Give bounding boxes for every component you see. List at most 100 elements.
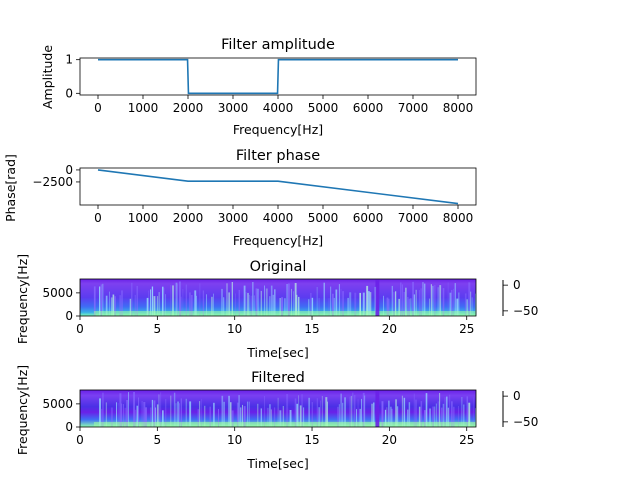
spectrogram-streak [110,407,113,427]
series-line [97,169,459,205]
spectrogram-streak [121,290,123,316]
spectrogram-streak [291,288,292,316]
spectrogram-streak [311,297,314,316]
spectrogram-streak [396,406,399,427]
spectrogram-streak [451,401,453,427]
spectrogram-streak [410,298,412,316]
spectrogram-streak [206,294,207,316]
y-tick-label: 0 [65,86,73,100]
spectrogram-streak [279,410,282,427]
x-tick-label: 0 [94,211,102,225]
spectrogram-streak [420,401,423,427]
spectrogram-streak [218,409,219,427]
spectrogram-streak [405,287,407,316]
x-tick-label: 25 [459,433,474,447]
spectrogram-streak [245,292,247,316]
spectrogram-streak [439,393,441,427]
filtered-axes-frame [79,389,477,428]
spectrogram-streak [388,298,390,316]
amplitude-series [98,58,458,95]
spectrogram-streak [323,282,325,316]
spectrogram-streak [264,396,265,427]
spectrogram-streak [318,407,320,427]
spectrogram-streak [458,292,460,316]
spectrogram-streak [117,403,119,427]
spectrogram-streak [289,410,292,427]
x-tick-label: 1000 [128,101,159,115]
spectrogram-streak [274,407,276,427]
spectrogram-streak [441,407,443,427]
spectrogram-streak [116,402,117,427]
spectrogram-streak [432,285,434,316]
colorbar-tick-label: −50 [513,415,538,429]
spectrogram-streak [102,392,104,427]
spectrogram-streak [160,392,162,427]
spectrogram-streak [221,288,223,316]
phase-title: Filter phase [236,148,320,164]
spectrogram-streak [308,299,310,316]
spectrogram-streak [338,404,340,427]
phase-x-ticks: 0 1000 2000 3000 4000 5000 6000 7000 8000 [94,205,473,225]
x-tick-label: 2000 [173,211,204,225]
x-tick-label: 6000 [353,211,384,225]
spectrogram-streak [447,407,449,427]
low-frequency-band [93,311,476,316]
spectrogram-streak [155,407,156,427]
spectrogram-streak [170,284,172,316]
spectrogram-streak [175,282,178,316]
spectrogram-streak [153,400,156,427]
spectrogram-streak [403,397,406,427]
spectrogram-streak [272,294,275,316]
amplitude-x-axis-label: Frequency[Hz] [233,122,323,137]
spectrogram-streak [213,402,215,427]
original-x-axis-label: Time[sec] [246,345,308,360]
spectrogram-streak [287,283,290,316]
spectrogram-streak [194,290,197,316]
x-tick-label: 0 [76,433,84,447]
spectrogram-streak [359,292,361,316]
x-tick-label: 25 [459,322,474,336]
spectrogram-streak [100,408,103,427]
spectrogram-streak [453,288,454,316]
spectrogram-streak [447,282,449,316]
quiet-region [375,390,380,427]
colorbar-tick-label: 0 [513,389,521,403]
spectrogram-streak [424,283,426,316]
spectrogram-streak [303,407,305,427]
spectrogram-streak [422,282,424,316]
x-tick-label: 6000 [353,101,384,115]
spectrogram-streak [299,405,302,427]
spectrogram-streak [243,406,246,427]
spectrogram-streak [407,409,409,427]
spectrogram-streak [354,292,357,316]
spectrogram-streak [122,404,124,427]
spectrogram-streak [350,396,352,427]
spectrogram-streak [199,283,201,316]
spectrogram-streak [269,296,271,316]
spectrogram-streak [338,284,340,316]
spectrogram-streak [238,395,240,427]
spectrogram-streak [270,285,273,316]
phase-panel: Filter phase 0 1000 2000 3000 4000 5000 6000 70… [3,148,477,248]
filtered-spectrogram-streaks [93,390,476,427]
spectrogram-streak [255,288,258,316]
spectrogram-streak [446,396,448,427]
spectrogram-streak [277,397,279,427]
spectrogram-streak [294,398,297,427]
spectrogram-streak [342,291,344,316]
spectrogram-streak [102,283,104,316]
spectrogram-streak [247,401,248,427]
spectrogram-streak [141,401,143,427]
quiet-region [375,279,380,316]
spectrogram-streak [301,394,303,427]
spectrogram-streak [429,408,431,427]
spectrogram-streak [453,406,455,427]
spectrogram-streak [150,289,152,316]
spectrogram-streak [424,410,426,427]
spectrogram-streak [240,407,242,427]
spectrogram-streak [429,298,430,316]
spectrogram-streak [401,284,403,316]
filtered-colorbar: 0 −50 [502,389,538,429]
filtered-y-axis-label: Frequency[Hz] [15,365,30,455]
filtered-panel: Filtered 0 5 10 15 20 25 0 5000 Time[sec] Freq… [15,365,538,471]
